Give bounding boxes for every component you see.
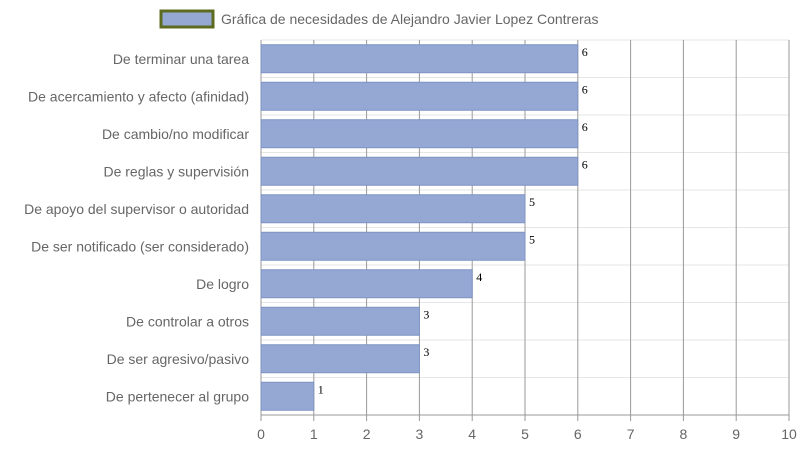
category-label: De terminar una tarea xyxy=(113,51,249,67)
category-label: De pertenecer al grupo xyxy=(106,388,249,404)
value-label: 5 xyxy=(529,195,535,209)
bar xyxy=(260,156,579,186)
bar xyxy=(260,231,526,261)
value-label: 3 xyxy=(423,345,429,359)
value-label: 6 xyxy=(582,157,588,171)
x-tick-label: 7 xyxy=(627,426,635,442)
bar xyxy=(260,344,420,374)
category-label: De controlar a otros xyxy=(126,313,249,329)
bar xyxy=(260,44,579,74)
value-label: 1 xyxy=(318,382,324,396)
category-label: De logro xyxy=(196,276,249,292)
value-label: 3 xyxy=(423,307,429,321)
x-tick-label: 6 xyxy=(574,426,582,442)
category-label: De acercamiento y afecto (afinidad) xyxy=(28,88,249,104)
x-axis-ticks: 0 1 2 3 4 5 6 7 8 9 10 xyxy=(257,426,797,442)
value-label: 6 xyxy=(582,45,588,59)
value-label: 6 xyxy=(582,120,588,134)
bar xyxy=(260,381,315,411)
x-tick-label: 1 xyxy=(310,426,318,442)
value-label: 6 xyxy=(582,82,588,96)
x-tick-label: 10 xyxy=(781,426,797,442)
bar xyxy=(260,306,420,336)
x-tick-label: 2 xyxy=(363,426,371,442)
value-label: 4 xyxy=(476,270,482,284)
x-tick-label: 3 xyxy=(416,426,424,442)
legend: Gráfica de necesidades de Alejandro Javi… xyxy=(159,9,598,29)
category-labels: De terminar una tarea De acercamiento y a… xyxy=(24,51,249,405)
category-label: De ser notificado (ser considerado) xyxy=(31,238,249,254)
category-label: De cambio/no modificar xyxy=(102,126,249,142)
bar xyxy=(260,269,473,299)
x-tick-label: 5 xyxy=(521,426,529,442)
category-label: De ser agresivo/pasivo xyxy=(107,351,250,367)
bars xyxy=(260,44,579,411)
bar xyxy=(260,119,579,149)
value-labels: 6 6 6 6 5 5 4 3 3 1 xyxy=(318,45,588,397)
legend-swatch xyxy=(159,9,215,29)
legend-label: Gráfica de necesidades de Alejandro Javi… xyxy=(221,11,598,27)
value-label: 5 xyxy=(529,232,535,246)
bar xyxy=(260,81,579,111)
x-tick-label: 0 xyxy=(257,426,265,442)
category-label: De reglas y supervisión xyxy=(103,163,249,179)
x-tick-label: 8 xyxy=(680,426,688,442)
bar xyxy=(260,194,526,224)
x-tick-label: 9 xyxy=(732,426,740,442)
x-tick-label: 4 xyxy=(468,426,476,442)
category-label: De apoyo del supervisor o autoridad xyxy=(24,201,249,217)
